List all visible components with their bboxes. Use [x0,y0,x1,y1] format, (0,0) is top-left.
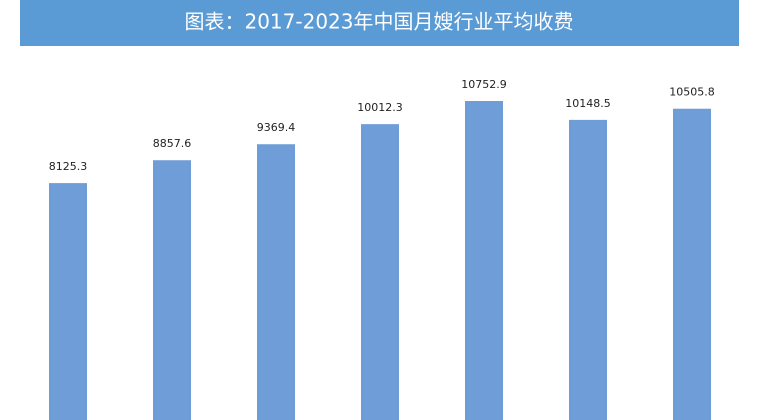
value-label: 8857.6 [153,137,192,150]
bar [673,108,711,420]
value-label: 10752.9 [461,78,507,91]
value-label: 10505.8 [669,86,715,99]
bar [49,183,87,420]
title-banner [20,0,739,46]
bar [257,144,295,420]
chart-title: 图表：2017-2023年中国月嫂行业平均收费 [184,10,573,34]
value-label: 9369.4 [257,121,296,134]
value-label: 10012.3 [357,101,403,114]
bar [361,124,399,420]
value-label: 8125.3 [49,160,88,173]
bar [153,160,191,420]
bar [465,101,503,420]
value-label: 10148.5 [565,97,611,110]
bar [569,119,607,420]
